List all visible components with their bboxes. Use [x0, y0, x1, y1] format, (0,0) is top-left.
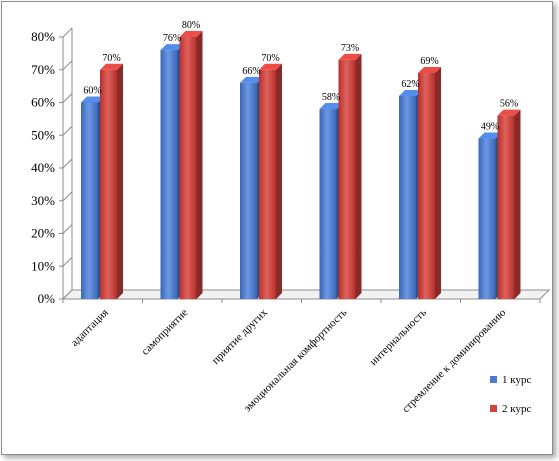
data-label: 60% [83, 86, 101, 97]
bar-course2-0 [100, 63, 123, 299]
y-tick-label: 30% [31, 193, 55, 208]
data-label: 66% [242, 66, 260, 77]
legend-swatch [490, 405, 497, 412]
bar-top [240, 76, 263, 83]
bar-course2-2 [259, 63, 282, 299]
legend-label: 1 курс [502, 374, 531, 386]
data-label: 49% [481, 122, 499, 133]
y-tick-depth [62, 125, 73, 136]
y-tick-label: 40% [31, 160, 55, 175]
legend-label: 2 курс [502, 403, 531, 415]
category-label: адаптация [69, 307, 111, 349]
bar-side [196, 31, 203, 299]
bar-side [435, 67, 441, 300]
bar-top [81, 96, 104, 103]
legend: 1 курс 2 курс [490, 374, 531, 415]
bar-top [399, 89, 422, 96]
data-label: 70% [102, 53, 120, 64]
y-tick-label: 20% [31, 226, 55, 241]
y-tick-depth [62, 158, 73, 169]
bar-course2-3 [338, 53, 362, 299]
bar-front [240, 82, 257, 299]
bar-front [81, 102, 98, 299]
bar-front [160, 50, 178, 299]
bar-top [497, 109, 521, 116]
data-label: 70% [261, 53, 279, 64]
y-tick-depth [62, 191, 73, 202]
y-tick-label: 0% [38, 291, 56, 306]
data-label: 69% [420, 56, 438, 67]
category-label: самоприятие [139, 307, 190, 358]
bar-top [259, 63, 282, 70]
bar-top [319, 103, 343, 110]
bar-side [514, 109, 521, 299]
y-tick-label: 80% [31, 29, 55, 44]
y-tick-label: 60% [31, 95, 55, 110]
y-tick-label: 50% [31, 127, 55, 142]
bar-side [355, 53, 362, 299]
bar-top [160, 44, 184, 51]
bar-front [399, 95, 416, 299]
bar-course2-5 [497, 109, 521, 299]
bar-side [117, 63, 123, 299]
legend-swatch [490, 376, 497, 383]
bar-course2-1 [179, 31, 203, 299]
data-label: 56% [500, 99, 518, 110]
labels: 60%70%адаптация76%80%самоприятие66%70%пр… [69, 20, 519, 415]
bar-top [478, 132, 502, 139]
y-tick-depth [62, 60, 73, 71]
data-label: 58% [322, 92, 340, 103]
bar-course2-4 [418, 67, 441, 300]
category-label: приятие других [210, 306, 270, 366]
y-tick-depth [62, 27, 73, 38]
bar-front [100, 69, 117, 299]
data-label: 80% [182, 20, 200, 31]
y-tick-label: 10% [31, 258, 55, 273]
bar-front [338, 59, 356, 299]
category-label: интернальность [368, 307, 429, 368]
chart-floor [61, 289, 551, 300]
data-label: 62% [401, 79, 419, 90]
bar-front [259, 69, 276, 299]
bar-front [497, 115, 515, 299]
bar-front [179, 37, 197, 299]
y-tick-depth [62, 93, 73, 103]
bar-front [418, 73, 435, 300]
y-tick-label: 70% [31, 62, 55, 77]
data-label: 76% [163, 33, 181, 44]
y-tick-depth [62, 289, 73, 300]
bar-top [338, 53, 362, 60]
bar-front [478, 138, 496, 299]
bars [81, 31, 521, 300]
bar-front [319, 109, 337, 299]
y-tick-depth [62, 256, 73, 267]
bar-top [418, 67, 441, 74]
bar-side [276, 63, 282, 299]
y-tick-depth [62, 224, 73, 234]
data-label: 73% [341, 43, 359, 54]
bar-top [179, 31, 203, 37]
bar-top [100, 63, 123, 70]
